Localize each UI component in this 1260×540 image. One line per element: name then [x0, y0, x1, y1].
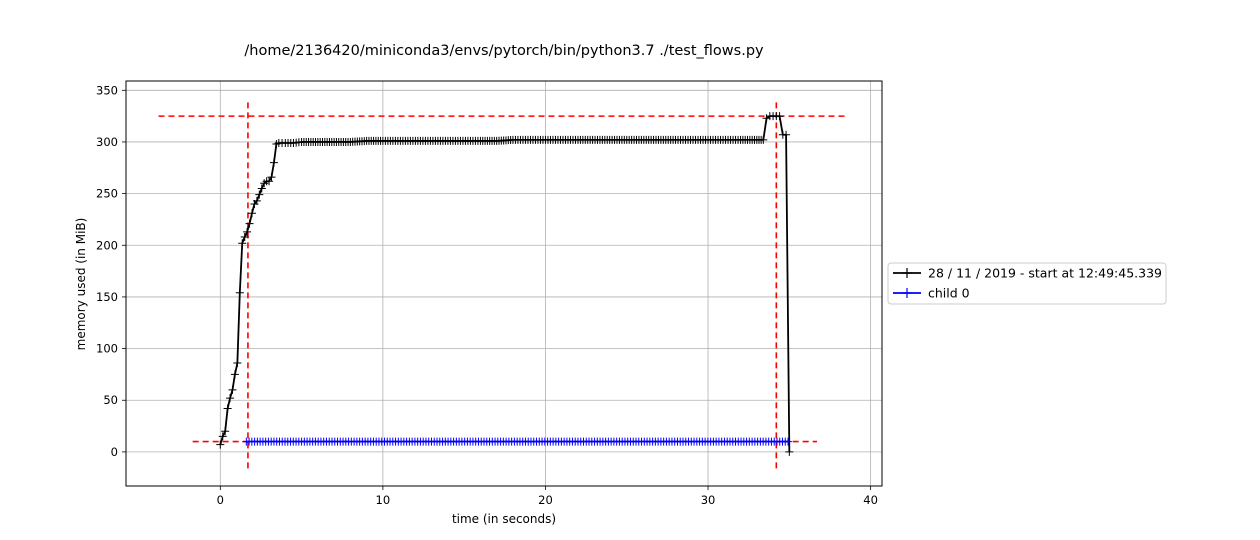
x-tick-label: 0: [217, 493, 224, 507]
x-axis-label: time (in seconds): [452, 512, 556, 526]
chart-title: /home/2136420/miniconda3/envs/pytorch/bi…: [244, 43, 764, 59]
plot-frame: [125, 80, 883, 487]
y-axis-ticks: 0 50 100 150 200 250 300 350: [96, 83, 126, 459]
y-tick-label: 100: [96, 342, 118, 356]
y-tick-label: 50: [103, 393, 118, 407]
series-markers: [216, 112, 794, 456]
legend-label-main: 28 / 11 / 2019 - start at 12:49:45.339: [928, 266, 1162, 281]
legend-label-child: child 0: [928, 286, 970, 301]
legend-box: [887, 262, 1167, 305]
legend-marker-main: [902, 268, 912, 278]
x-tick-label: 10: [376, 493, 391, 507]
x-tick-label: 30: [701, 493, 716, 507]
x-tick-label: 40: [863, 493, 878, 507]
legend: 28 / 11 / 2019 - start at 12:49:45.339 c…: [887, 262, 1167, 305]
y-tick-label: 150: [96, 290, 118, 304]
y-tick-label: 250: [96, 187, 118, 201]
series-markers-main: [216, 112, 794, 456]
legend-marker-child: [902, 288, 912, 298]
x-axis-ticks: 0 10 20 30 40: [217, 486, 878, 507]
grid: [126, 81, 882, 486]
y-tick-label: 0: [111, 445, 118, 459]
x-tick-label: 20: [538, 493, 553, 507]
y-tick-label: 200: [96, 238, 118, 252]
y-axis-label: memory used (in MiB): [74, 218, 88, 351]
y-tick-label: 350: [96, 83, 118, 97]
series-markers-child: [242, 437, 793, 446]
y-tick-label: 300: [96, 135, 118, 149]
